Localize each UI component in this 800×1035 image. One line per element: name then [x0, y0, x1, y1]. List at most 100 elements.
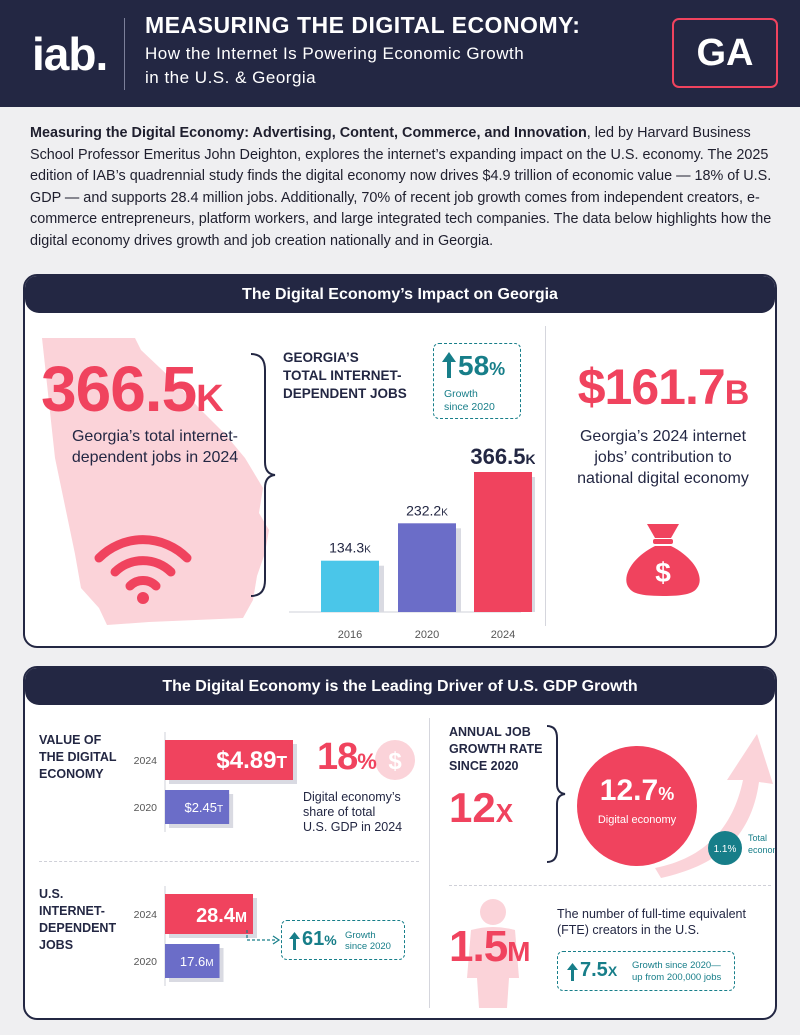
intro-bold-title: Measuring the Digital Economy: Advertisi… — [30, 125, 587, 141]
creators-growth-suffix: X — [607, 963, 618, 979]
growth-number: 58 — [458, 350, 490, 381]
gdp-share-caption-line2: share of total — [303, 805, 376, 819]
georgia-jobs-suffix: K — [196, 378, 223, 420]
bar-2020 — [398, 523, 456, 612]
digital-rate-value: 12.7% — [600, 774, 674, 807]
bar-2024 — [165, 740, 293, 780]
us-jobs-title-line1: U.S. — [39, 887, 64, 901]
arrow-up-icon — [289, 932, 300, 950]
us-jobs-title: U.S. INTERNET- DEPENDENT JOBS — [39, 886, 116, 954]
creators-caption: The number of full-time equivalent (FTE)… — [557, 907, 746, 937]
state-badge: GA — [672, 18, 778, 88]
growth-label-line2: since 2020 — [444, 401, 495, 413]
jobs-growth-suffix: % — [324, 932, 337, 948]
money-bag-icon: $ — [626, 524, 700, 596]
gdp-share-caption: Digital economy’s share of total U.S. GD… — [303, 790, 402, 835]
bar-value-label: 28.4M — [196, 905, 247, 927]
us-jobs-growth-callout: 61% Growth since 2020 — [281, 920, 405, 960]
bar-value-label: 366.5K — [470, 444, 535, 469]
gdp-title-line3: ECONOMY — [39, 767, 104, 781]
bar-2024 — [474, 472, 532, 612]
us-jobs-title-line4: JOBS — [39, 938, 74, 952]
bar-year-label: 2020 — [134, 802, 158, 814]
jobs-growth-label-line2: since 2020 — [345, 941, 391, 952]
total-rate-label-line1: Total — [748, 833, 767, 843]
bar-value-label: 232.2K — [406, 502, 448, 518]
dashed-divider-right — [449, 885, 771, 886]
bar-2020 — [165, 790, 230, 824]
total-rate-label-line2: economy — [748, 845, 775, 855]
annual-title-line1: ANNUAL JOB — [449, 725, 531, 739]
bar-value-label: $4.89T — [216, 747, 287, 774]
contribution-value: $161.7 — [577, 359, 726, 415]
bar-value-label: 17.6M — [180, 954, 214, 969]
bar-year-label: 2024 — [134, 909, 158, 921]
jobs-growth-number: 61 — [302, 928, 325, 950]
x-tick-label: 2024 — [491, 629, 515, 641]
gdp-title-line2: THE DIGITAL — [39, 750, 117, 764]
header-bar — [0, 0, 800, 107]
chart-title-line3: DEPENDENT JOBS — [283, 386, 407, 401]
bar-year-label: 2020 — [134, 956, 158, 968]
section-divider — [545, 326, 546, 626]
multiplier-value: 12 — [449, 784, 496, 831]
header-subtitle-line2: in the U.S. & Georgia — [145, 68, 317, 87]
arrow-up-icon — [442, 352, 456, 378]
bar-value-label: $2.45T — [184, 800, 223, 815]
contribution-caption: Georgia’s 2024 internet jobs’ contributi… — [577, 428, 749, 487]
gdp-share-caption-line3: U.S. GDP in 2024 — [303, 820, 403, 834]
georgia-growth-callout: 58% Growth since 2020 — [433, 343, 521, 419]
wifi-icon — [94, 535, 192, 604]
bracket-connector — [250, 353, 276, 597]
contribution-stat: $161.7B — [553, 358, 773, 416]
dollar-coin-icon: $ — [375, 740, 415, 780]
growth-multiplier: 12X — [449, 784, 513, 832]
gdp-value-title: VALUE OF THE DIGITAL ECONOMY — [39, 732, 117, 783]
contribution-suffix: B — [724, 374, 750, 412]
growth-arrow-icon — [655, 734, 773, 878]
arrow-up-icon — [567, 963, 578, 981]
svg-text:$: $ — [388, 748, 402, 775]
creators-suffix: M — [507, 936, 530, 967]
gdp-title-line1: VALUE OF — [39, 733, 102, 747]
header-subtitle-line1: How the Internet Is Powering Economic Gr… — [145, 44, 525, 63]
creators-value: 1.5 — [449, 922, 508, 971]
intro-text: , led by Harvard Business School Profess… — [30, 125, 772, 249]
creators-growth-number: 7.5 — [580, 959, 608, 981]
growth-label-line1: Growth — [444, 388, 478, 400]
bar-2024 — [165, 894, 253, 934]
chart-title: GEORGIA’S TOTAL INTERNET- DEPENDENT JOBS — [283, 349, 407, 403]
us-jobs-title-line2: INTERNET- — [39, 904, 105, 918]
georgia-jobs-stat: 366.5K — [41, 352, 224, 426]
creators-growth-value: 7.5X — [580, 959, 617, 982]
us-panel-heading: The Digital Economy is the Leading Drive… — [25, 668, 775, 705]
svg-text:$: $ — [655, 557, 671, 588]
us-jobs-growth-label: Growth since 2020 — [345, 930, 391, 952]
annual-growth-title: ANNUAL JOB GROWTH RATE SINCE 2020 — [449, 724, 543, 775]
us-jobs-title-line3: DEPENDENT — [39, 921, 117, 935]
dashed-arrow-connector — [246, 930, 281, 945]
digital-economy-circle — [577, 746, 697, 866]
intro-paragraph: Measuring the Digital Economy: Advertisi… — [30, 123, 775, 252]
bar-2020 — [165, 944, 220, 978]
creators-growth-label: Growth since 2020— up from 200,000 jobs — [632, 960, 721, 984]
growth-rate-graphic: 12.7% Digital economy 1.1% Total economy — [577, 734, 775, 878]
gdp-share-stat: 18% — [317, 736, 377, 779]
annual-title-line2: GROWTH RATE — [449, 742, 543, 756]
total-rate-value: 1.1% — [714, 844, 737, 855]
gdp-value-bars: 2024 $4.89T 2020 $2.45T — [134, 732, 297, 832]
georgia-jobs-caption: Georgia’s total internet-dependent jobs … — [71, 428, 239, 466]
us-jobs-bars: 2024 28.4M 2020 17.6M — [134, 886, 257, 986]
annual-title-line3: SINCE 2020 — [449, 759, 519, 773]
header-title: MEASURING THE DIGITAL ECONOMY: — [145, 12, 581, 38]
bracket-connector — [546, 725, 566, 863]
x-tick-label: 2016 — [338, 629, 362, 641]
bar-2016 — [321, 560, 379, 612]
us-gdp-panel: The Digital Economy is the Leading Drive… — [23, 666, 777, 1020]
bars-group: 134.3K 2016 232.2K 2020 366.5K 2024 — [321, 444, 535, 641]
creators-growth-callout: 7.5X Growth since 2020— up from 200,000 j… — [557, 951, 735, 991]
creators-growth-label-line1: Growth since 2020— — [632, 960, 721, 971]
georgia-growth-label: Growth since 2020 — [444, 388, 495, 414]
georgia-growth-value: 58% — [458, 350, 505, 382]
gdp-share-suffix: % — [357, 749, 377, 774]
